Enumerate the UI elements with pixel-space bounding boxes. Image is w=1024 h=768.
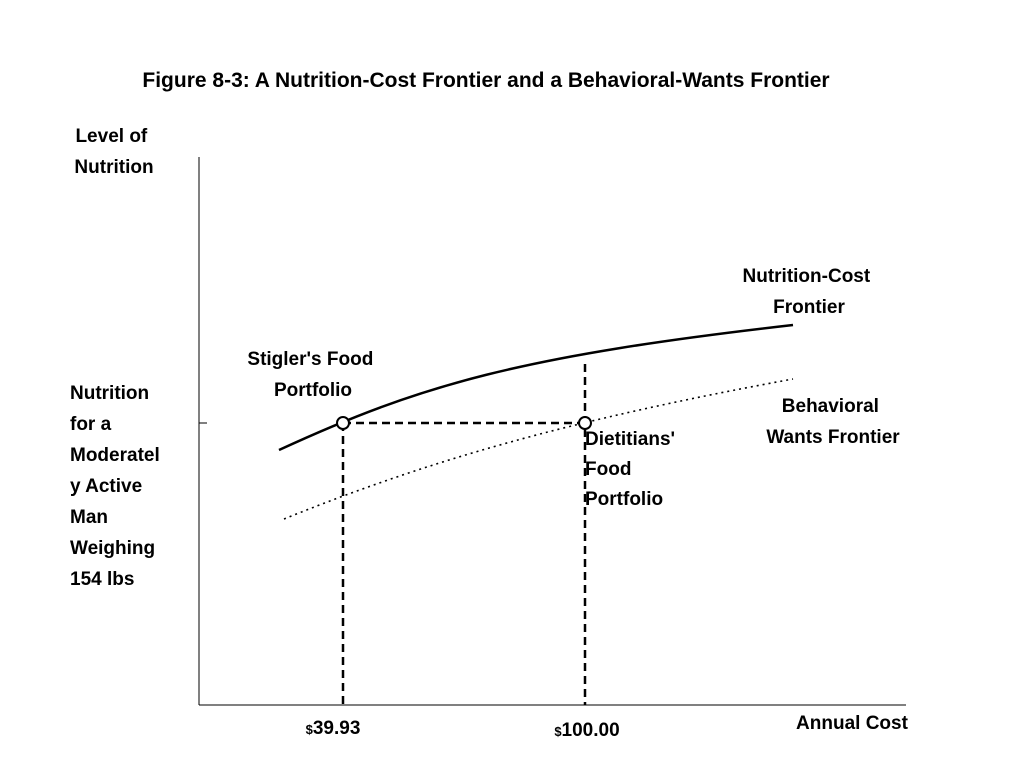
nutrition-requirement-label: Nutrition for a Moderatel y Active Man W… (70, 383, 165, 590)
nutrition-cost-frontier-curve (278, 323, 794, 452)
figure-title: Figure 8-3: A Nutrition-Cost Frontier an… (142, 69, 829, 92)
stigler-portfolio-label: Stigler's Food Portfolio (247, 349, 378, 401)
x-tick-label-stigler: $39.93 (306, 718, 361, 739)
behavioral-wants-frontier-label: Behavioral Wants Frontier (766, 396, 900, 448)
x-axis-label: Annual Cost (796, 713, 909, 734)
dietitians-portfolio-point (578, 416, 592, 430)
behavioral-wants-frontier-curve (283, 378, 794, 520)
x-tick-label-dietitians: $100.00 (554, 720, 619, 741)
dietitians-portfolio-label: Dietitians' Food Portfolio (585, 429, 680, 510)
nutrition-cost-frontier-label: Nutrition-Cost Frontier (743, 266, 876, 318)
stigler-portfolio-point (336, 416, 350, 430)
y-axis-label: Level of Nutrition (74, 126, 153, 178)
